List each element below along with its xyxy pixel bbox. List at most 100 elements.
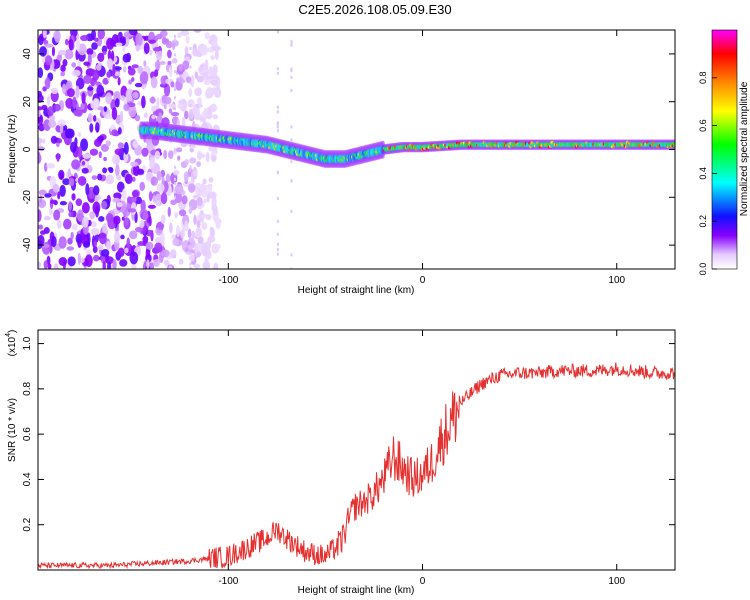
heatmap-noise-cell	[124, 216, 129, 226]
heatmap-noise-cell	[196, 228, 202, 239]
heatmap-noise-cell	[97, 52, 105, 63]
heatmap-noise-cell	[112, 259, 117, 269]
heatmap-noise-cell	[211, 45, 221, 52]
y-tick-label: -20	[22, 190, 33, 205]
heatmap-noise-cell	[89, 148, 99, 156]
heatmap-noise-cell	[114, 230, 120, 244]
heatmap-noise-cell	[165, 41, 173, 49]
heatmap-noise-cell	[190, 75, 195, 88]
heatmap-noise-cell	[127, 67, 136, 76]
heatmap-noise-cell	[167, 150, 174, 159]
heatmap-noise-cell	[132, 91, 139, 99]
y-tick-label: 0	[22, 146, 33, 152]
heatmap-noise-cell	[103, 156, 107, 162]
heatmap-noise-cell	[95, 63, 102, 71]
heatmap-noise-cell	[143, 42, 150, 55]
heatmap-noise-cell	[192, 194, 199, 199]
heatmap-noise-cell	[125, 88, 134, 102]
snr-scale-base: (x10	[7, 336, 18, 356]
heatmap-noise-cell	[71, 159, 81, 170]
heatmap-noise-cell	[120, 234, 125, 240]
heatmap-noise-cell	[92, 245, 98, 254]
heatmap-streak-cell	[173, 85, 176, 89]
heatmap-noise-cell	[38, 189, 47, 196]
heatmap-noise-cell	[137, 65, 144, 74]
heatmap-noise-cell	[211, 155, 217, 162]
heatmap-noise-cell	[129, 230, 138, 240]
heatmap-noise-cell	[134, 226, 143, 233]
heatmap-noise-cell	[75, 198, 83, 207]
heatmap-noise-cell	[110, 50, 115, 62]
heatmap-noise-cell	[125, 173, 133, 185]
heatmap-streak-cell	[189, 81, 192, 85]
heatmap-noise-cell	[176, 225, 181, 237]
heatmap-noise-cell	[46, 163, 56, 169]
heatmap-streak-cell	[276, 71, 279, 75]
heatmap-noise-cell	[155, 33, 163, 40]
heatmap-noise-cell	[207, 249, 212, 260]
heatmap-noise-cell	[199, 184, 206, 193]
heatmap-noise-cell	[207, 106, 211, 114]
heatmap-noise-cell	[155, 199, 161, 206]
heatmap-ridge-band	[672, 142, 675, 148]
heatmap-streak-cell	[276, 67, 279, 71]
snr-axes: -100 0 100 0.2 0.4 0.6 0.8 1.0	[22, 330, 675, 587]
heatmap-noise-cell	[43, 260, 48, 269]
heatmap-noise-cell	[49, 199, 58, 204]
heatmap-noise-cell	[196, 75, 204, 83]
heatmap-noise-cell	[97, 135, 105, 142]
heatmap-noise-cell	[163, 259, 170, 266]
heatmap-noise-cell	[211, 197, 217, 207]
heatmap-noise-cell	[135, 196, 143, 205]
heatmap-noise-cell	[185, 76, 192, 84]
heatmap-noise-cell	[177, 99, 187, 105]
heatmap-noise-cell	[51, 46, 56, 57]
heatmap-noise-cell	[38, 137, 43, 144]
heatmap-streak-cell	[290, 69, 293, 73]
heatmap-noise-cell	[161, 176, 165, 185]
heatmap-noise-cell	[169, 222, 173, 234]
heatmap-noise-cell	[167, 60, 172, 66]
heatmap-streak-cell	[173, 148, 176, 152]
heatmap-noise-cell	[98, 151, 102, 159]
heatmap-noise-cell	[131, 64, 139, 69]
heatmap-streak-cell	[173, 107, 176, 111]
heatmap-noise-cell	[158, 112, 162, 119]
heatmap-noise-cell	[212, 114, 219, 120]
heatmap-noise-cell	[196, 97, 201, 104]
svg-text:(x104): (x104)	[5, 330, 18, 357]
heatmap-noise-cell	[119, 36, 126, 43]
heatmap-noise-cell	[38, 209, 42, 223]
heatmap-noise-cell	[135, 44, 141, 52]
heatmap-noise-cell	[177, 103, 184, 110]
heatmap-noise-cell	[151, 114, 156, 120]
heatmap-noise-cell	[168, 108, 173, 114]
heatmap-noise-cell	[153, 47, 162, 52]
heatmap-noise-cell	[189, 147, 195, 153]
heatmap-noise-cell	[98, 216, 105, 222]
heatmap-noise-cell	[105, 256, 114, 265]
heatmap-noise-cell	[165, 173, 171, 184]
heatmap-noise-cell	[208, 184, 213, 194]
heatmap-streak-cell	[189, 104, 192, 108]
heatmap-noise-cell	[58, 257, 68, 266]
heatmap-noise-cell	[123, 103, 130, 112]
heatmap-noise-cell	[47, 106, 54, 117]
heatmap-noise-cell	[126, 196, 133, 204]
heatmap-noise-cell	[50, 235, 57, 248]
heatmap-noise-cell	[93, 185, 100, 196]
heatmap-noise-cell	[153, 258, 160, 267]
heatmap-noise-cell	[210, 55, 215, 61]
heatmap-noise-cell	[202, 261, 211, 269]
heatmap-streak-cell	[276, 129, 279, 133]
heatmap-noise-cell	[67, 237, 73, 245]
heatmap-noise-cell	[59, 184, 66, 197]
heatmap-noise-cell	[75, 233, 82, 244]
heatmap-noise-cell	[134, 211, 138, 224]
heatmap-noise-cell	[92, 115, 97, 122]
heatmap-noise-cell	[170, 81, 175, 88]
heatmap-noise-cell	[149, 262, 155, 269]
heatmap-noise-cell	[131, 77, 135, 82]
heatmap-streak-cell	[189, 114, 192, 118]
heatmap-noise-cell	[77, 131, 82, 138]
